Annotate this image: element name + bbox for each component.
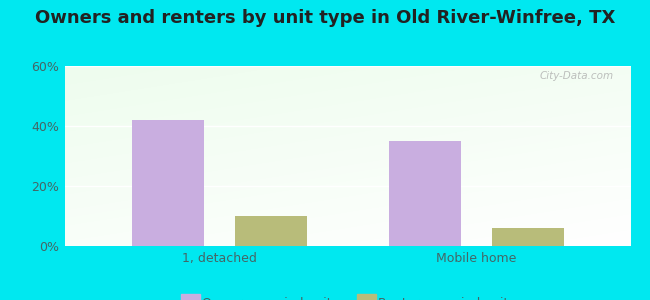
Bar <box>235 216 307 246</box>
Bar <box>491 228 564 246</box>
Legend: Owner occupied units, Renter occupied units: Owner occupied units, Renter occupied un… <box>176 292 520 300</box>
Bar <box>132 120 204 246</box>
Bar <box>389 141 461 246</box>
Text: City-Data.com: City-Data.com <box>540 71 614 81</box>
Text: Owners and renters by unit type in Old River-Winfree, TX: Owners and renters by unit type in Old R… <box>35 9 615 27</box>
